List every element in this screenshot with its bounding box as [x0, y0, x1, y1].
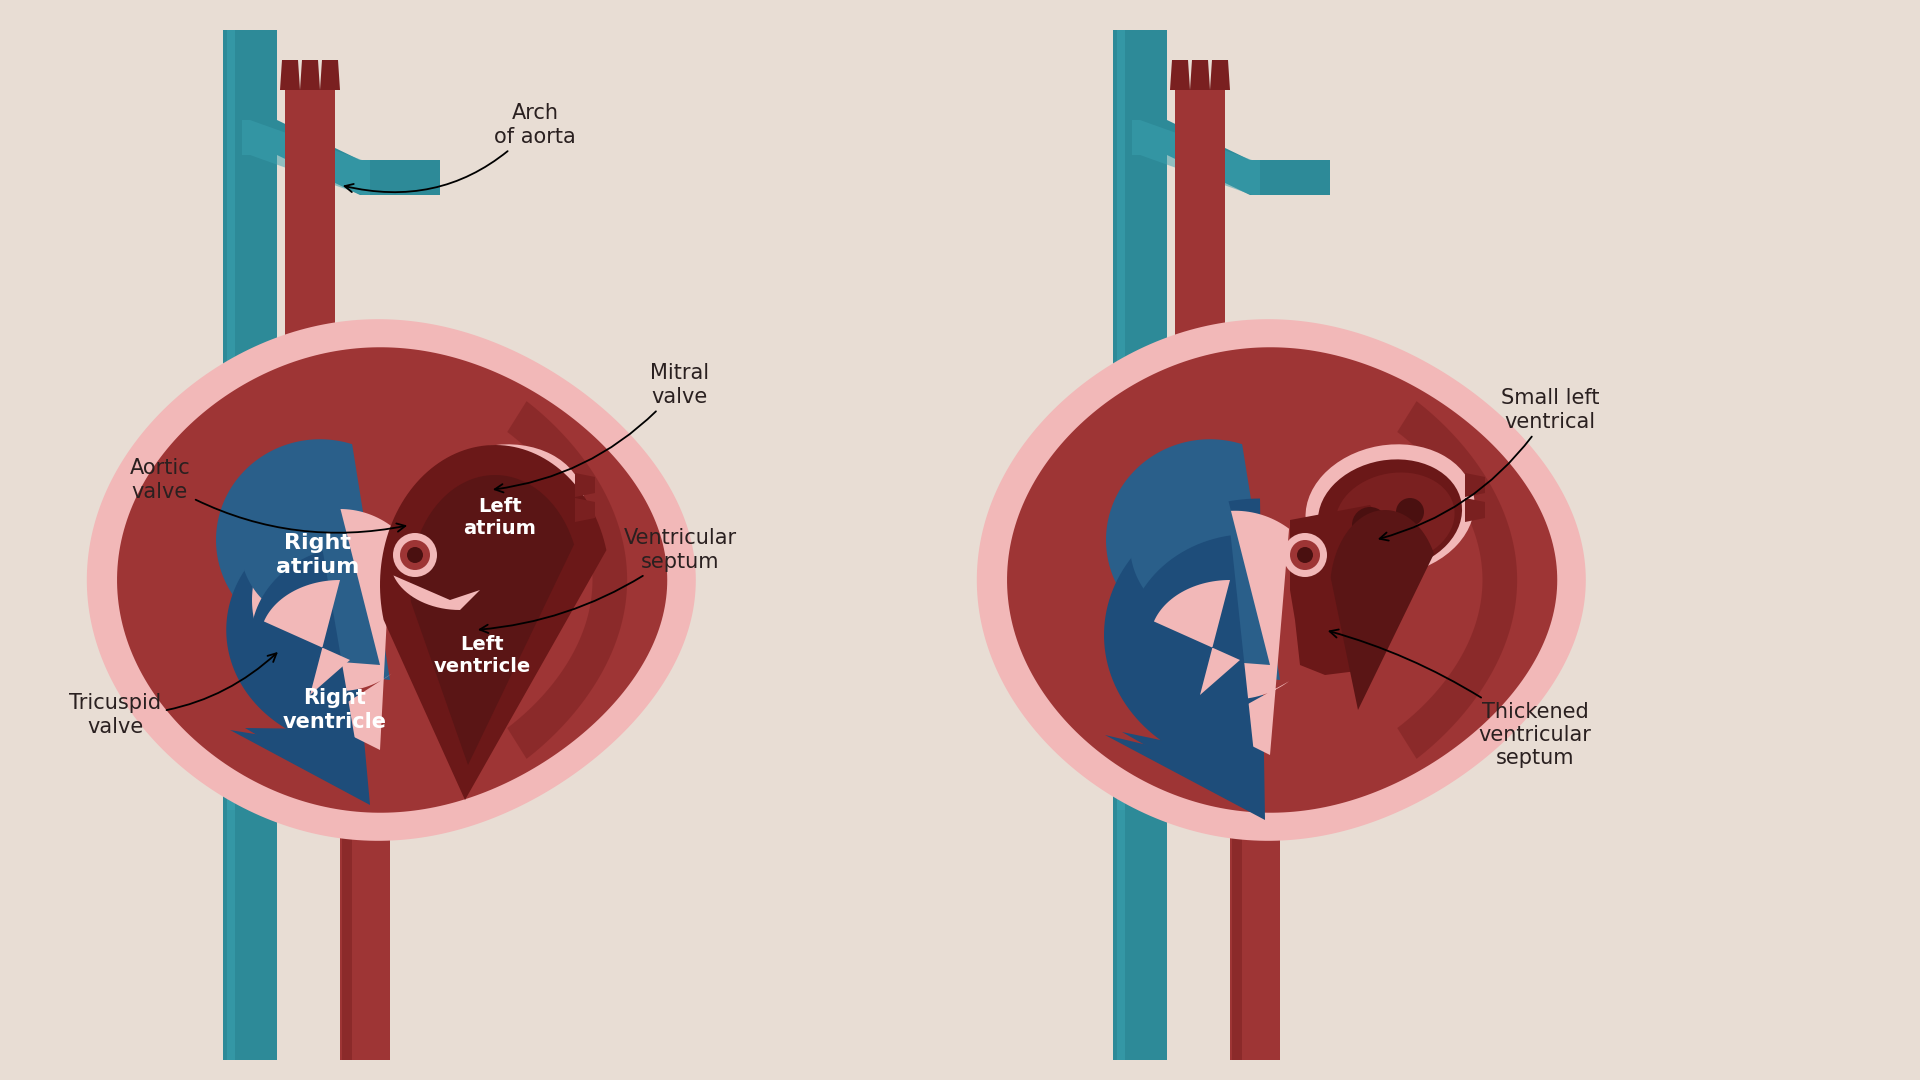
Polygon shape: [284, 90, 334, 365]
Polygon shape: [1114, 795, 1167, 1059]
Circle shape: [1290, 540, 1321, 570]
Polygon shape: [1465, 473, 1484, 497]
Polygon shape: [1133, 120, 1260, 195]
Text: Right
atrium: Right atrium: [276, 534, 359, 577]
Polygon shape: [342, 789, 351, 1059]
Text: Left
atrium: Left atrium: [463, 498, 536, 539]
Polygon shape: [217, 440, 390, 680]
Ellipse shape: [1336, 472, 1455, 564]
Polygon shape: [321, 60, 340, 90]
Circle shape: [1396, 498, 1425, 526]
Polygon shape: [1190, 60, 1210, 90]
Polygon shape: [1169, 60, 1190, 90]
Polygon shape: [507, 401, 628, 759]
Polygon shape: [380, 445, 607, 800]
Text: Arch
of aorta: Arch of aorta: [346, 104, 576, 192]
Polygon shape: [1398, 401, 1517, 759]
Text: Ventricular
septum: Ventricular septum: [480, 528, 737, 633]
Polygon shape: [574, 473, 595, 497]
Polygon shape: [1231, 789, 1281, 1059]
Polygon shape: [977, 320, 1586, 841]
Text: Tricuspid
valve: Tricuspid valve: [69, 653, 276, 737]
Polygon shape: [1117, 30, 1125, 810]
Ellipse shape: [415, 444, 584, 576]
Polygon shape: [1008, 348, 1557, 813]
Text: Right
ventricle: Right ventricle: [282, 688, 388, 731]
Polygon shape: [1142, 511, 1288, 755]
Ellipse shape: [1306, 444, 1475, 576]
Polygon shape: [240, 468, 380, 665]
Circle shape: [1283, 534, 1327, 577]
Polygon shape: [240, 120, 440, 195]
Polygon shape: [394, 576, 480, 610]
Circle shape: [463, 507, 497, 543]
Polygon shape: [252, 509, 392, 750]
Circle shape: [407, 546, 422, 563]
Polygon shape: [1233, 789, 1242, 1059]
Text: Mitral
valve: Mitral valve: [495, 363, 710, 492]
Text: Small left
ventrical: Small left ventrical: [1380, 389, 1599, 541]
Polygon shape: [1210, 60, 1231, 90]
Polygon shape: [86, 320, 695, 841]
Text: Left
ventricle: Left ventricle: [434, 634, 530, 675]
Ellipse shape: [1317, 459, 1461, 570]
Polygon shape: [227, 512, 371, 805]
Polygon shape: [411, 475, 574, 765]
Polygon shape: [1114, 30, 1167, 810]
Polygon shape: [227, 795, 234, 1059]
Polygon shape: [340, 789, 390, 1059]
Polygon shape: [1131, 120, 1331, 195]
Polygon shape: [1154, 580, 1240, 696]
Polygon shape: [263, 580, 349, 696]
Ellipse shape: [445, 472, 564, 564]
Polygon shape: [1290, 505, 1390, 675]
Circle shape: [1298, 546, 1313, 563]
Circle shape: [399, 540, 430, 570]
Polygon shape: [1175, 90, 1225, 365]
Text: Thickened
ventricular
septum: Thickened ventricular septum: [1331, 630, 1592, 768]
Polygon shape: [242, 120, 371, 195]
Polygon shape: [300, 60, 321, 90]
Text: Aortic
valve: Aortic valve: [131, 458, 405, 532]
Circle shape: [394, 534, 438, 577]
Circle shape: [1352, 507, 1388, 543]
Polygon shape: [1121, 536, 1260, 810]
Polygon shape: [246, 551, 365, 798]
Polygon shape: [1106, 440, 1281, 680]
Polygon shape: [1131, 468, 1269, 665]
Polygon shape: [223, 30, 276, 810]
Circle shape: [507, 498, 534, 526]
Polygon shape: [1465, 498, 1484, 522]
Polygon shape: [117, 348, 668, 813]
Polygon shape: [1117, 795, 1125, 1059]
Polygon shape: [1331, 510, 1434, 710]
Ellipse shape: [428, 459, 572, 570]
Polygon shape: [1104, 499, 1265, 820]
Polygon shape: [280, 60, 300, 90]
Polygon shape: [574, 498, 595, 522]
Polygon shape: [223, 795, 276, 1059]
Polygon shape: [227, 30, 234, 810]
